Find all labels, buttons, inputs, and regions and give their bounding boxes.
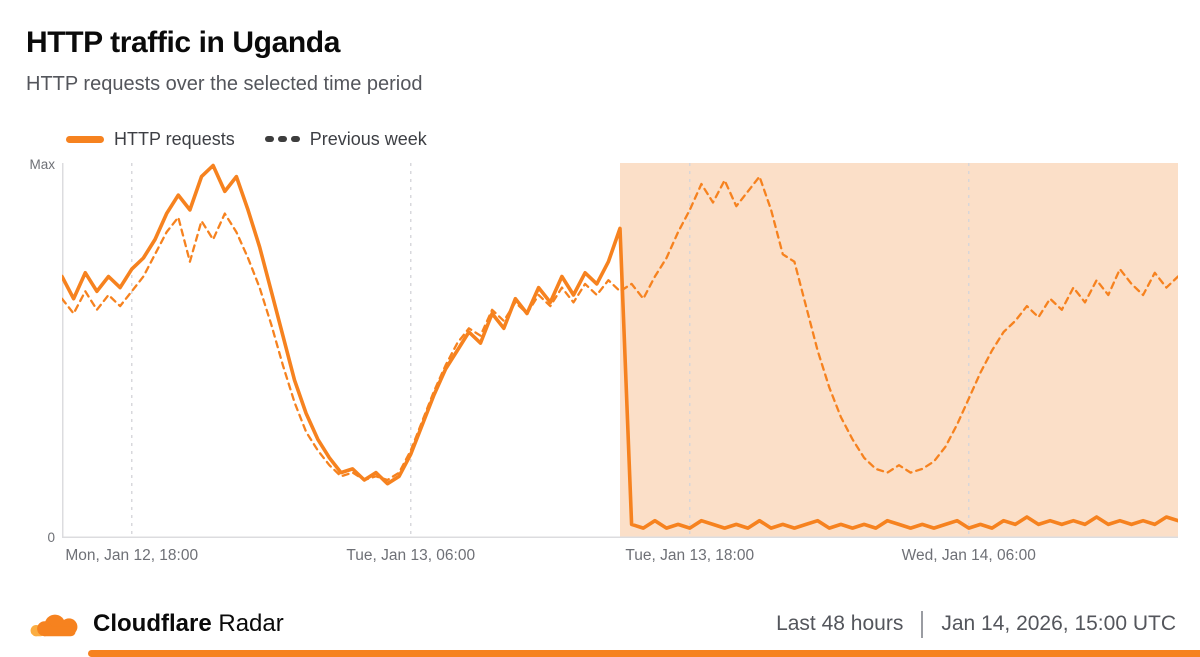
- series-line-dashed: [62, 175, 1178, 482]
- legend-item-http-requests[interactable]: HTTP requests: [66, 129, 235, 150]
- x-axis-tick-label: Mon, Jan 12, 18:00: [65, 547, 199, 564]
- dash-segment: [290, 135, 300, 143]
- plot-area[interactable]: Max 0: [29, 157, 1178, 545]
- highlight-region: [620, 163, 1178, 538]
- http-requests-line-swatch-icon: [66, 135, 104, 143]
- legend-label-previous-week: Previous week: [309, 128, 427, 149]
- x-axis-labels: Mon, Jan 12, 18:00 Tue, Jan 13, 06:00 Tue,…: [62, 547, 1178, 569]
- x-axis-tick-label: Tue, Jan 13, 06:00: [346, 547, 476, 564]
- bottom-accent-bar: [88, 650, 1200, 657]
- y-axis-zero-label: 0: [47, 530, 55, 545]
- legend-label-http-requests: HTTP requests: [114, 128, 235, 149]
- y-axis-max-label: Max: [29, 157, 55, 172]
- x-axis-tick-label: Tue, Jan 13, 18:00: [625, 547, 755, 564]
- legend-item-previous-week[interactable]: Previous week: [264, 128, 427, 150]
- chart-legend: HTTP requests Previous week: [66, 128, 1200, 150]
- previous-week-dashed-swatch-icon: [264, 135, 300, 143]
- divider: [921, 610, 924, 638]
- x-axis-tick-label: Wed, Jan 14, 06:00: [901, 547, 1036, 564]
- dash-segment: [277, 135, 287, 143]
- header: HTTP traffic in Uganda HTTP requests ove…: [0, 0, 1200, 96]
- brand-radar: Radar: [218, 610, 284, 637]
- traffic-chart: [62, 163, 1178, 538]
- brand-cloudflare: Cloudflare: [93, 610, 212, 637]
- footer-meta: Last 48 hours Jan 14, 2026, 15:00 UTC: [776, 610, 1176, 638]
- brand-text: Cloudflare Radar: [93, 610, 284, 638]
- timestamp-label: Jan 14, 2026, 15:00 UTC: [941, 612, 1176, 635]
- dash-segment: [264, 135, 274, 143]
- page-subtitle: HTTP requests over the selected time per…: [26, 73, 423, 95]
- time-range-label: Last 48 hours: [776, 612, 904, 635]
- series-line-solid: [62, 163, 1178, 530]
- cloudflare-logo-icon: [30, 614, 78, 637]
- footer: Cloudflare Radar Last 48 hours Jan 14, 2…: [26, 609, 1176, 639]
- page-title: HTTP traffic in Uganda: [26, 26, 341, 59]
- cloudflare-radar-brand-link[interactable]: Cloudflare Radar: [26, 609, 284, 639]
